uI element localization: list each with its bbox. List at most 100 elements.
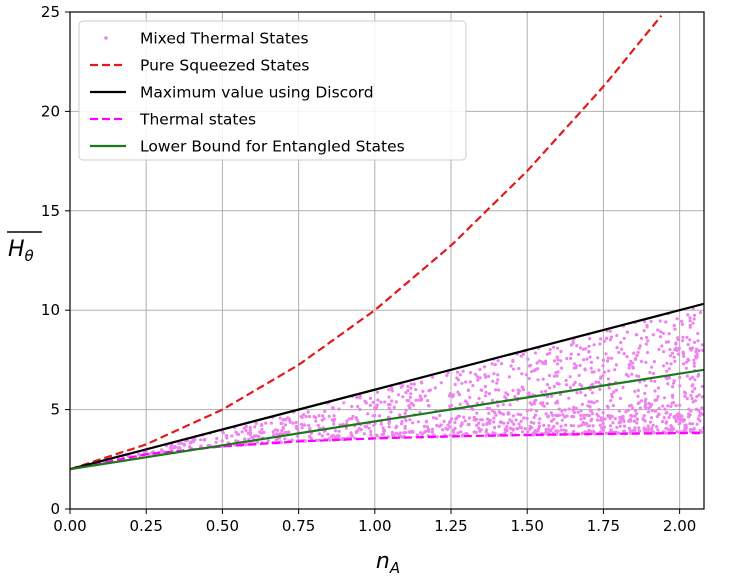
scatter-point — [697, 393, 701, 397]
scatter-point — [332, 422, 336, 426]
scatter-point — [656, 428, 660, 432]
scatter-point — [637, 426, 641, 430]
scatter-point — [692, 317, 696, 321]
scatter-point — [278, 416, 282, 420]
scatter-point — [383, 400, 387, 404]
scatter-point — [552, 359, 557, 363]
scatter-point — [691, 321, 695, 325]
scatter-point — [534, 367, 538, 371]
scatter-point — [317, 414, 321, 418]
scatter-point — [552, 424, 556, 428]
scatter-point — [255, 440, 260, 444]
scatter-point — [572, 410, 577, 415]
scatter-point — [661, 331, 666, 335]
legend-marker — [104, 36, 108, 40]
scatter-point — [580, 432, 584, 436]
scatter-point — [375, 433, 379, 437]
scatter-point — [587, 349, 591, 354]
scatter-point — [567, 407, 571, 411]
scatter-point — [240, 430, 244, 434]
scatter-point — [485, 428, 489, 432]
scatter-point — [608, 414, 612, 418]
scatter-point — [660, 420, 665, 424]
scatter-point — [275, 432, 279, 436]
scatter-point — [655, 415, 659, 419]
scatter-point — [431, 416, 435, 420]
scatter-point — [609, 335, 614, 339]
scatter-point — [373, 413, 377, 418]
scatter-point — [215, 436, 219, 440]
scatter-point — [568, 375, 572, 379]
scatter-point — [449, 404, 454, 408]
scatter-point — [173, 445, 177, 449]
scatter-point — [564, 383, 569, 387]
scatter-point — [604, 431, 609, 435]
scatter-point — [511, 428, 515, 432]
scatter-point — [396, 432, 400, 436]
scatter-point — [628, 429, 633, 433]
scatter-point — [461, 369, 465, 373]
scatter-point — [337, 407, 341, 411]
scatter-point — [590, 417, 594, 421]
scatter-point — [666, 340, 671, 344]
scatter-point — [248, 428, 252, 432]
scatter-point — [618, 420, 623, 424]
scatter-point — [519, 413, 523, 417]
scatter-point — [400, 419, 404, 423]
scatter-point — [387, 421, 391, 425]
scatter-point — [458, 402, 462, 406]
scatter-point — [542, 423, 546, 427]
scatter-point — [321, 414, 325, 418]
scatter-point — [525, 409, 530, 413]
scatter-point — [427, 429, 431, 433]
scatter-point — [487, 392, 491, 396]
scatter-point — [477, 426, 481, 430]
scatter-point — [451, 395, 455, 399]
scatter-point — [582, 416, 586, 420]
scatter-point — [545, 401, 549, 406]
scatter-point — [559, 349, 563, 354]
scatter-point — [635, 421, 639, 425]
scatter-point — [666, 404, 670, 408]
scatter-point — [421, 389, 425, 393]
scatter-point — [560, 418, 564, 422]
scatter-point — [627, 366, 631, 370]
scatter-point — [645, 335, 649, 340]
scatter-point — [620, 415, 624, 419]
scatter-point — [698, 310, 703, 315]
scatter-point — [507, 375, 511, 379]
scatter-point — [419, 398, 423, 402]
scatter-point — [315, 438, 319, 442]
scatter-point — [587, 414, 592, 418]
scatter-point — [476, 378, 480, 382]
scatter-point — [631, 406, 635, 410]
scatter-point — [595, 399, 599, 403]
scatter-point — [652, 360, 657, 364]
scatter-point — [501, 403, 505, 407]
scatter-point — [367, 426, 371, 430]
scatter-point — [556, 362, 560, 366]
scatter-point — [700, 384, 704, 389]
scatter-point — [565, 356, 569, 361]
legend-label: Maximum value using Discord — [140, 84, 374, 102]
scatter-point — [676, 412, 680, 416]
scatter-point — [676, 352, 681, 356]
scatter-point — [695, 395, 699, 399]
scatter-point — [674, 346, 678, 350]
y-tick-label: 0 — [50, 500, 60, 518]
scatter-point — [672, 355, 676, 359]
scatter-point — [639, 359, 644, 364]
scatter-point — [224, 433, 229, 438]
x-axis-label-main: n — [376, 549, 390, 574]
scatter-point — [650, 365, 654, 369]
scatter-point — [398, 413, 402, 417]
scatter-point — [542, 404, 546, 408]
scatter-point — [516, 412, 520, 416]
scatter-point — [692, 364, 696, 368]
scatter-point — [657, 347, 661, 352]
scatter-point — [455, 370, 460, 374]
scatter-point — [496, 378, 500, 382]
scatter-point — [643, 391, 647, 395]
scatter-point — [409, 430, 413, 434]
scatter-point — [597, 380, 601, 384]
